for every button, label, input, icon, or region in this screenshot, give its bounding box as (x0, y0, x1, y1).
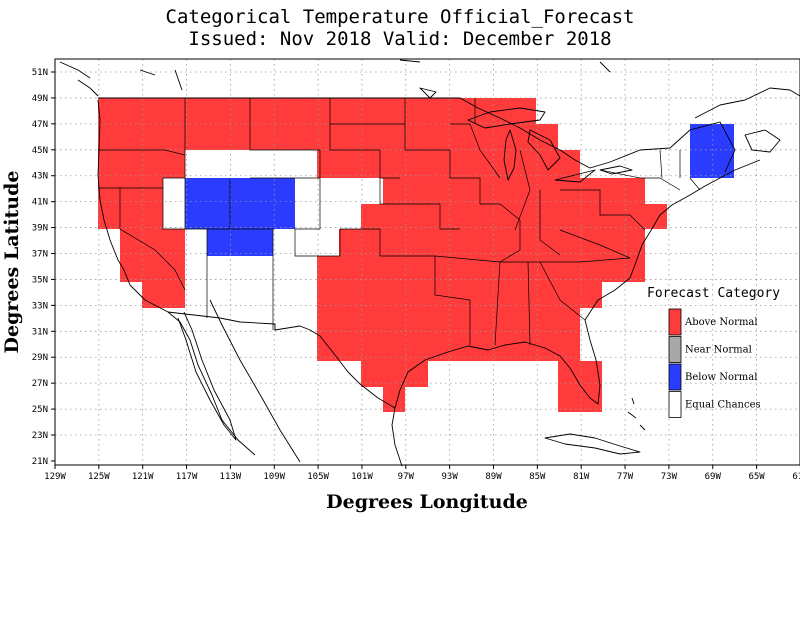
legend-label: Near Normal (685, 345, 752, 356)
y-tick-label: 21N (32, 457, 48, 467)
x-tick-label: 73W (661, 472, 678, 482)
x-tick-label: 85W (529, 472, 546, 482)
y-tick-label: 35N (32, 275, 48, 285)
x-tick-label: 89W (485, 472, 502, 482)
bahamas (627, 397, 646, 431)
cuba (544, 433, 641, 455)
y-axis-label: Degrees Latitude (1, 171, 23, 354)
y-tick-label: 45N (32, 146, 48, 156)
x-tick-label: 65W (748, 472, 765, 482)
lake-michigan (503, 129, 517, 181)
below-normal-region-northeast (690, 124, 734, 178)
y-tick-label: 33N (32, 301, 48, 311)
plot-frame (54, 58, 800, 466)
baja-peninsula (177, 311, 237, 441)
mexico-west-coast (209, 299, 301, 463)
atlantic-coastline (584, 159, 761, 341)
x-tick-label: 105W (307, 472, 329, 482)
us-mexico-border (167, 311, 396, 409)
x-tick-label: 81W (573, 472, 590, 482)
x-tick-label: 125W (88, 472, 110, 482)
map-title-line2: Issued: Nov 2018 Valid: December 2018 (188, 28, 612, 50)
x-tick-label: 93W (442, 472, 459, 482)
gulf-coastline (394, 339, 601, 409)
lake-huron (527, 129, 561, 171)
state-borders (98, 98, 701, 346)
legend-label: Above Normal (684, 317, 758, 328)
y-tick-label: 47N (32, 120, 48, 130)
legend-title: Forecast Category (647, 286, 780, 301)
legend-swatch (668, 308, 682, 336)
legend: Forecast Category Above Normal Near Norma… (647, 286, 780, 418)
northern-coast (59, 59, 611, 99)
legend-swatch (668, 363, 682, 391)
legend-label: Equal Chances (685, 400, 761, 411)
x-tick-label: 97W (398, 472, 415, 482)
west-coastline (97, 99, 256, 456)
legend-label: Below Normal (685, 372, 757, 383)
below-normal-region-west (185, 178, 295, 256)
y-tick-label: 29N (32, 353, 48, 363)
newfoundland (744, 129, 781, 153)
y-tick-label: 51N (32, 68, 48, 78)
forecast-regions (98, 98, 734, 412)
lake-ontario (599, 165, 633, 175)
canada-coast (694, 87, 800, 119)
x-tick-label: 129W (44, 472, 66, 482)
x-tick-label: 69W (705, 472, 722, 482)
x-tick-label: 109W (263, 472, 285, 482)
x-tick-label: 101W (351, 472, 373, 482)
map-title-line1: Categorical Temperature Official_Forecas… (165, 6, 635, 28)
above-normal-region-east (317, 98, 667, 412)
y-tick-label: 31N (32, 327, 48, 337)
boundary-lines (59, 59, 800, 467)
x-tick-label: 113W (220, 472, 242, 482)
y-tick-label: 25N (32, 405, 48, 415)
y-tick-label: 43N (32, 172, 48, 182)
x-tick-label: 77W (617, 472, 634, 482)
legend-swatch (668, 391, 682, 418)
mexico-east-coast (391, 407, 403, 467)
y-tick-label: 39N (32, 224, 48, 234)
axis-ticks: 129W 125W 121W 117W 113W 109W 105W 101W 97W 93W 89… (32, 68, 800, 482)
x-tick-label: 117W (176, 472, 198, 482)
lake-erie (554, 169, 596, 183)
above-normal-region-west (98, 98, 330, 308)
y-tick-label: 23N (32, 431, 48, 441)
y-tick-label: 49N (32, 94, 48, 104)
us-canada-border (98, 97, 736, 173)
y-tick-label: 37N (32, 250, 48, 260)
y-tick-label: 27N (32, 379, 48, 389)
x-tick-label: 121W (132, 472, 154, 482)
x-axis-label: Degrees Longitude (326, 491, 528, 513)
vancouver-island (77, 79, 99, 97)
legend-swatch (668, 336, 682, 363)
lake-superior (467, 107, 546, 129)
x-tick-label: 61W (792, 472, 800, 482)
y-tick-label: 41N (32, 198, 48, 208)
